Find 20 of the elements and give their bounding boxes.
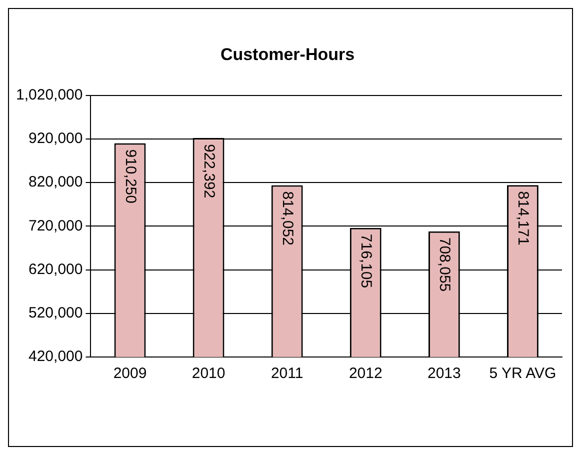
data-label: 814,052	[278, 191, 296, 246]
y-tick-label: 1,020,000	[16, 86, 83, 104]
x-tick-label: 2012	[348, 365, 382, 382]
y-tick-label: 820,000	[28, 174, 83, 191]
y-tick-label: 620,000	[28, 260, 83, 278]
chart-title: Customer-Hours	[220, 44, 355, 64]
y-tick-label: 420,000	[28, 348, 83, 366]
y-tick-label: 520,000	[28, 304, 83, 322]
x-tick-label: 5 YR AVG	[489, 365, 556, 382]
x-tick-label: 2009	[113, 365, 147, 382]
data-label: 922,392	[200, 144, 218, 198]
y-tick-label: 720,000	[28, 217, 83, 234]
x-tick-label: 2011	[270, 365, 304, 382]
x-tick-label: 2010	[192, 365, 226, 382]
data-label: 910,250	[122, 149, 139, 204]
data-label: 716,105	[357, 234, 374, 288]
x-tick-label: 2013	[427, 365, 461, 382]
data-label: 814,171	[514, 191, 532, 246]
y-tick-label: 920,000	[28, 130, 83, 148]
data-label: 708,055	[436, 237, 454, 292]
